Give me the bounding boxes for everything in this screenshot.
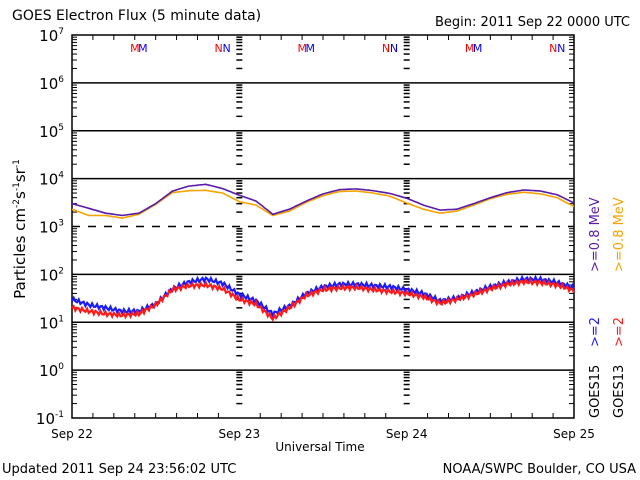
marker-label-goes13: M — [130, 42, 140, 55]
begin-time: Begin: 2011 Sep 22 0000 UTC — [434, 15, 630, 30]
y-tick-label: 107 — [39, 27, 64, 45]
legend-goes13-08mev: >=0.8 MeV — [612, 197, 627, 272]
y-tick-base: 10 — [39, 123, 58, 141]
y-tick-exponent: -1 — [55, 410, 64, 420]
marker-label-goes13: N — [382, 42, 390, 55]
y-tick-base: 10 — [39, 362, 58, 380]
y-tick-base: 10 — [39, 27, 58, 45]
legend-goes13-08mev-text: >=0.8 MeV — [612, 197, 627, 272]
series-goes13-2mev — [71, 277, 575, 322]
y-tick-exponent: 4 — [58, 171, 64, 181]
series-goes15-08mev — [71, 183, 575, 217]
marker-label-goes15: M — [473, 42, 483, 55]
y-tick-exponent: 1 — [58, 314, 64, 324]
y-tick-base: 10 — [39, 171, 58, 189]
y-tick-label: 106 — [39, 75, 64, 93]
marker-label-goes15: N — [390, 42, 398, 55]
y-tick-label: 104 — [39, 171, 64, 189]
y-tick-base: 10 — [39, 314, 58, 332]
y-tick-label: 101 — [39, 314, 64, 332]
marker-label-goes15: N — [222, 42, 230, 55]
y-tick-label: 102 — [39, 266, 64, 284]
legend-goes15-2mev: >=2 — [588, 316, 603, 347]
legend-goes15-08mev: >=0.8 MeV — [588, 197, 603, 272]
x-tick-label: Sep 22 — [51, 427, 93, 441]
legend-goes15-08mev-text: >=0.8 MeV — [588, 197, 603, 272]
marker-label-goes13: N — [214, 42, 222, 55]
y-tick-exponent: 5 — [58, 123, 64, 133]
y-tick-exponent: 6 — [58, 75, 64, 85]
marker-label-goes13: N — [549, 42, 557, 55]
y-tick-exponent: 3 — [58, 219, 64, 229]
y-tick-base: 10 — [39, 219, 58, 237]
y-tick-base: 10 — [36, 410, 55, 428]
y-tick-label: 100 — [39, 362, 64, 380]
marker-label-goes15: M — [138, 42, 148, 55]
legend-goes15-label: GOES15 — [588, 364, 603, 418]
y-tick-exponent: 2 — [58, 266, 64, 276]
marker-label-goes13: M — [465, 42, 475, 55]
x-tick-label: Sep 23 — [218, 427, 260, 441]
marker-label-goes15: N — [557, 42, 565, 55]
credit-text: NOAA/SWPC Boulder, CO USA — [442, 462, 636, 477]
y-tick-base: 10 — [39, 75, 58, 93]
y-tick-exponent: 7 — [58, 27, 64, 37]
legend-goes13-2mev: >=2 — [612, 316, 627, 347]
marker-label-goes13: M — [298, 42, 308, 55]
plot-frame — [71, 34, 575, 419]
y-tick-base: 10 — [39, 266, 58, 284]
x-tick-label: Sep 25 — [553, 427, 595, 441]
x-tick-label: Sep 24 — [386, 427, 428, 441]
y-tick-label: 103 — [39, 219, 64, 237]
y-tick-exponent: 0 — [58, 362, 64, 372]
updated-timestamp: Updated 2011 Sep 24 23:56:02 UTC — [2, 462, 237, 477]
chart-title: GOES Electron Flux (5 minute data) — [12, 8, 262, 24]
marker-label-goes15: M — [306, 42, 316, 55]
y-tick-label: 10-1 — [36, 410, 64, 428]
y-tick-label: 105 — [39, 123, 64, 141]
x-axis-label: Universal Time — [275, 440, 365, 454]
legend-goes13-label: GOES13 — [612, 364, 627, 418]
